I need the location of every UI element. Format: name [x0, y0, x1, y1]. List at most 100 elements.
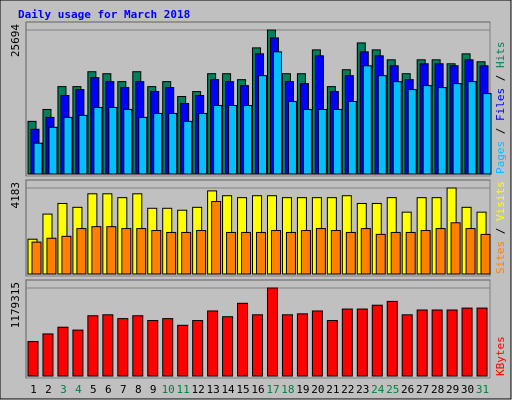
x-tick-label: 29	[446, 383, 459, 396]
bar	[272, 51, 282, 175]
bar	[162, 318, 174, 377]
legend-entry: Files	[494, 88, 507, 121]
x-tick-label: 26	[401, 383, 414, 396]
bar	[405, 231, 416, 275]
bar	[465, 228, 476, 275]
bar	[87, 315, 99, 377]
x-tick-label: 21	[326, 383, 339, 396]
x-tick-label: 19	[296, 383, 309, 396]
legend-entry: Pages	[494, 141, 507, 174]
bar	[482, 93, 492, 175]
bar	[345, 231, 356, 275]
y-tick-label: 4183	[9, 182, 22, 209]
bar	[33, 142, 43, 175]
bar	[375, 233, 386, 275]
x-tick-label: 20	[311, 383, 324, 396]
y-tick-label: 25694	[9, 24, 22, 57]
bar	[42, 333, 54, 377]
legend-entry: Sites	[494, 241, 507, 274]
bar	[108, 106, 118, 175]
x-tick-label: 15	[236, 383, 249, 396]
x-tick-label: 1	[30, 383, 37, 396]
bar	[27, 341, 39, 377]
x-tick-label: 16	[251, 383, 264, 396]
bar	[222, 316, 234, 377]
bar	[198, 112, 208, 175]
bar	[311, 310, 323, 377]
bar	[332, 108, 342, 175]
bar	[93, 106, 103, 175]
legend-entry: KBytes	[494, 336, 507, 376]
bar	[476, 307, 488, 377]
bar	[226, 231, 237, 275]
chart-title: Daily usage for March 2018	[18, 8, 190, 21]
panel-shadow	[25, 179, 490, 276]
bar	[281, 314, 293, 377]
x-tick-label: 9	[150, 383, 157, 396]
x-tick-label: 24	[371, 383, 385, 396]
bar	[151, 230, 162, 275]
bar	[123, 108, 133, 175]
bar	[356, 308, 368, 377]
x-tick-label: 25	[386, 383, 399, 396]
legend-separator: /	[494, 68, 507, 88]
x-tick-label: 17	[266, 383, 279, 396]
bar	[147, 320, 159, 377]
x-tick-label: 14	[221, 383, 235, 396]
bar	[461, 307, 473, 377]
x-tick-label: 31	[476, 383, 489, 396]
bar	[117, 318, 129, 377]
x-tick-label: 22	[341, 383, 354, 396]
bar	[392, 81, 402, 175]
bar	[228, 104, 238, 175]
bar	[72, 329, 84, 377]
bar	[330, 230, 341, 275]
x-tick-label: 7	[120, 383, 127, 396]
bar	[256, 231, 267, 275]
bar	[243, 104, 253, 175]
bar	[422, 85, 432, 175]
bar	[138, 116, 148, 175]
bar	[270, 230, 281, 275]
bar	[121, 228, 132, 275]
bar	[91, 226, 102, 275]
x-tick-label: 6	[105, 383, 112, 396]
bar	[153, 112, 163, 175]
bar	[452, 83, 462, 175]
bar	[450, 222, 461, 275]
bar	[48, 126, 58, 175]
bar	[390, 231, 401, 275]
x-tick-label: 11	[177, 383, 190, 396]
x-tick-label: 28	[431, 383, 444, 396]
bar	[287, 101, 297, 175]
bar	[431, 309, 443, 377]
x-tick-label: 3	[60, 383, 67, 396]
bar	[46, 237, 57, 275]
bar	[183, 120, 193, 175]
bar	[102, 314, 114, 377]
bar	[207, 310, 219, 377]
bar	[57, 326, 69, 377]
bar	[371, 304, 383, 377]
bar	[211, 201, 222, 275]
bar	[258, 75, 268, 175]
x-tick-label: 30	[461, 383, 474, 396]
bar	[285, 231, 296, 275]
bar	[377, 75, 387, 175]
bar	[326, 320, 338, 377]
bar	[302, 108, 312, 175]
x-tick-label: 12	[192, 383, 205, 396]
bar	[416, 309, 428, 377]
bar	[347, 101, 357, 175]
bar	[237, 302, 249, 377]
x-tick-label: 5	[90, 383, 97, 396]
panel-shadow	[25, 279, 490, 378]
bar	[467, 81, 477, 175]
legend-entry: Hits	[494, 42, 507, 69]
bar	[196, 230, 207, 275]
bar	[480, 233, 491, 275]
bar	[266, 287, 278, 377]
bar	[341, 308, 353, 377]
legend-separator: /	[494, 221, 507, 241]
